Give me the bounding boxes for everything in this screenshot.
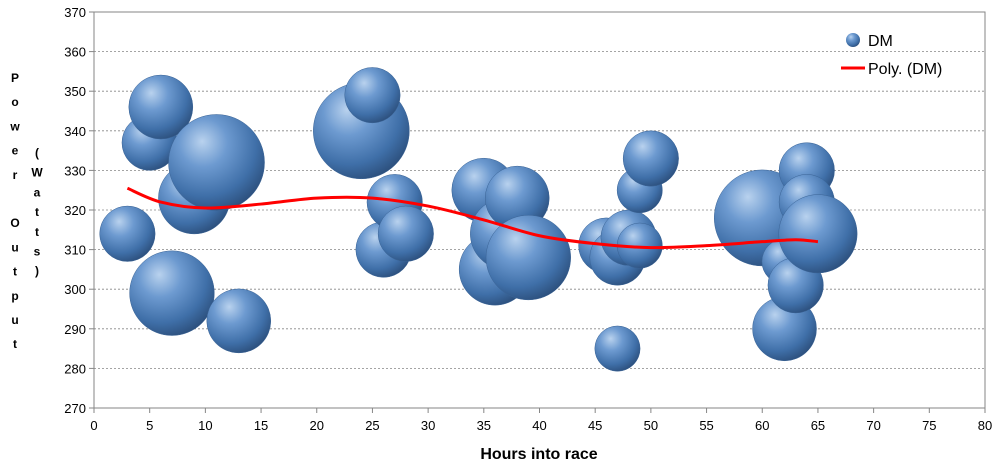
y-axis-title-char: t: [13, 337, 17, 351]
bubble-point: [168, 114, 265, 211]
x-tick-label: 40: [532, 418, 546, 433]
y-axis-title-char: P: [11, 71, 19, 85]
y-tick-label: 310: [64, 243, 86, 258]
x-tick-label: 80: [978, 418, 992, 433]
y-tick-label: 320: [64, 203, 86, 218]
x-tick-label: 0: [90, 418, 97, 433]
x-tick-label: 30: [421, 418, 435, 433]
x-tick-label: 35: [477, 418, 491, 433]
x-tick-label: 5: [146, 418, 153, 433]
y-tick-label: 370: [64, 5, 86, 20]
bubble-point: [594, 325, 641, 372]
y-axis-title-char: u: [11, 313, 18, 327]
bubble-point: [778, 194, 858, 274]
y-axis-title-char: w: [9, 119, 20, 133]
bubble-series-dm: [99, 67, 858, 372]
y-tick-label: 290: [64, 322, 86, 337]
y-axis-title-char: o: [11, 95, 18, 109]
y-tick-label: 280: [64, 361, 86, 376]
legend-label-poly: Poly. (DM): [868, 61, 942, 78]
x-tick-label: 50: [644, 418, 658, 433]
y-axis-title-char: r: [13, 168, 18, 182]
y-tick-label: 350: [64, 84, 86, 99]
y-axis: 270 280 290 300 310 320 330 340 350 360 370: [64, 5, 94, 416]
trendline-series: [126, 186, 819, 250]
bubble-point: [206, 288, 272, 354]
y-tick-label: 340: [64, 124, 86, 139]
y-axis-title-char: a: [34, 185, 41, 199]
y-axis-title-char: O: [10, 216, 19, 230]
bubble-point: [129, 250, 215, 336]
y-axis-title-char: t: [35, 205, 39, 219]
y-axis-title-char: e: [12, 144, 19, 158]
y-axis-title-char: t: [13, 265, 17, 279]
y-tick-label: 270: [64, 401, 86, 416]
y-axis-title-char: s: [34, 245, 41, 259]
x-tick-label: 20: [310, 418, 324, 433]
x-tick-label: 60: [755, 418, 769, 433]
legend-marker-dm: [846, 33, 860, 47]
y-tick-label: 360: [64, 45, 86, 60]
x-tick-label: 25: [365, 418, 379, 433]
y-tick-label: 330: [64, 163, 86, 178]
x-axis-title: Hours into race: [480, 446, 597, 463]
bubble-point: [99, 205, 156, 262]
bubble-point: [485, 214, 571, 301]
x-axis: 0 5 10 15 20 25 30 35 40 45 50 55 60 65 70 75 80: [90, 408, 992, 433]
y-axis-title-char: (: [35, 146, 39, 160]
legend: DM Poly. (DM): [841, 33, 942, 78]
bubble-point: [344, 67, 401, 124]
x-tick-label: 65: [811, 418, 825, 433]
y-axis-title-char: p: [11, 289, 18, 303]
y-tick-label: 300: [64, 282, 86, 297]
y-axis-title-char: ): [35, 264, 39, 278]
legend-label-dm: DM: [868, 33, 893, 50]
bubble-point: [622, 130, 679, 187]
y-axis-title-char: u: [11, 240, 18, 254]
x-tick-label: 45: [588, 418, 602, 433]
x-tick-label: 70: [866, 418, 880, 433]
x-tick-label: 55: [699, 418, 713, 433]
bubble-point: [377, 205, 434, 262]
y-axis-title-char: t: [35, 225, 39, 239]
x-tick-label: 75: [922, 418, 936, 433]
bubble-point: [128, 74, 194, 140]
x-tick-label: 15: [254, 418, 268, 433]
x-tick-label: 10: [198, 418, 212, 433]
poly-trendline: [126, 186, 819, 250]
y-axis-title-char: W: [31, 166, 43, 180]
